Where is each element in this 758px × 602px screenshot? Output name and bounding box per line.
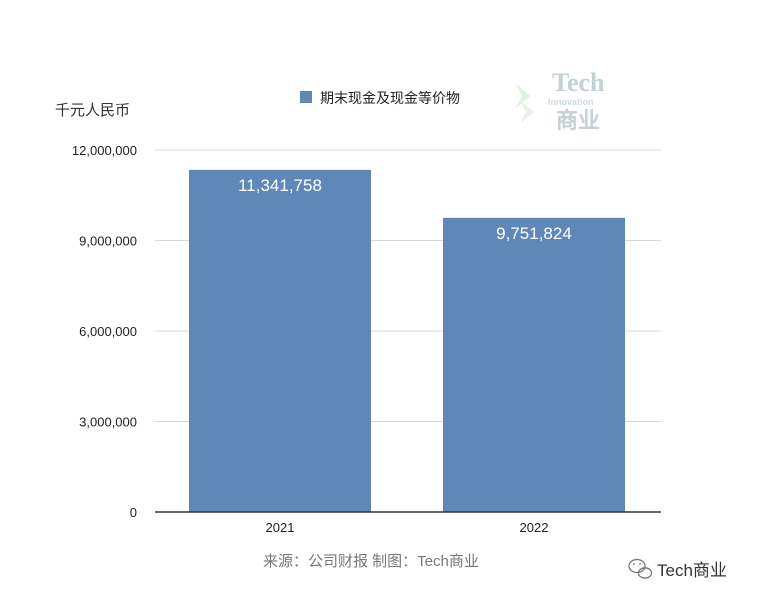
data-label-2022: 9,751,824 [496, 224, 572, 243]
footer-brand: Tech商业 [628, 558, 727, 580]
legend-label: 期末现金及现金等价物 [320, 90, 460, 106]
x-tick-label: 2021 [266, 520, 295, 535]
y-tick-label: 6,000,000 [79, 324, 137, 339]
bars: 11,341,758 9,751,824 [189, 169, 625, 512]
y-tick-label: 3,000,000 [79, 415, 137, 430]
watermark-innovation: Innovation [548, 97, 594, 107]
logo-chevron-icon [520, 100, 534, 124]
wechat-icon [628, 558, 653, 579]
legend-swatch [300, 91, 312, 103]
watermark-cn: 商业 [556, 108, 600, 133]
bar-2022 [443, 217, 625, 512]
source-note: 来源：公司财报 制图：Tech商业 [263, 553, 479, 570]
footer-brand-text: Tech商业 [657, 561, 727, 580]
y-tick-label: 9,000,000 [79, 234, 137, 249]
logo-chevron-icon [516, 84, 530, 108]
legend: 期末现金及现金等价物 [300, 90, 460, 106]
x-tick-label: 2022 [520, 520, 549, 535]
data-label-2021: 11,341,758 [238, 176, 322, 195]
y-axis-ticks: 0 3,000,000 6,000,000 9,000,000 12,000,000 [72, 143, 137, 520]
y-tick-label: 0 [130, 505, 137, 520]
bar-2021 [189, 169, 371, 512]
x-axis-ticks: 2021 2022 [266, 520, 549, 535]
watermark-tech: Tech [552, 68, 605, 97]
y-tick-label: 12,000,000 [72, 143, 137, 158]
y-axis-label: 千元人民币 [55, 102, 130, 119]
tech-innovation-logo: Tech Innovation 商业 [516, 68, 605, 133]
